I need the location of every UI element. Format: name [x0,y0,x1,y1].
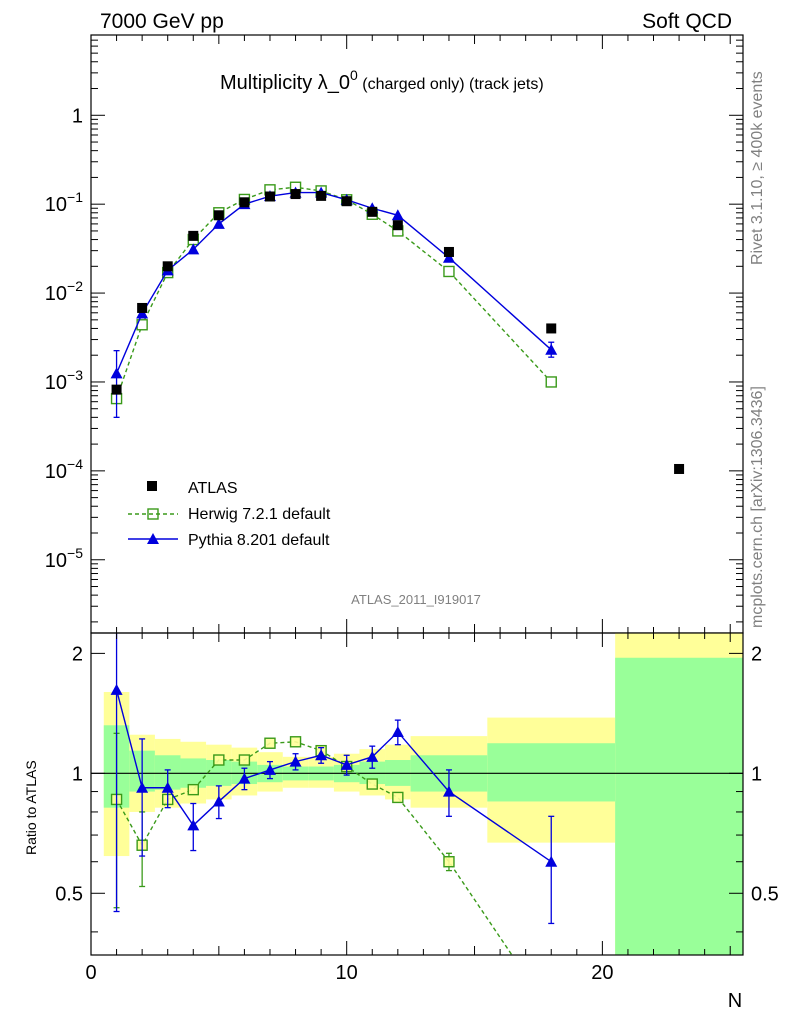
chart-title-sup: 0 [350,67,358,83]
rivet-label: Rivet 3.1.10, ≥ 400k events [749,71,766,265]
atlas-point [290,189,301,200]
pythia-ratio-point [136,781,149,793]
pythia-ratio-point [161,781,174,793]
herwig-ratio-point [264,737,276,749]
x-tick-label: 10 [336,962,358,984]
pythia-point [391,209,404,221]
herwig-ratio-point [443,856,455,868]
pythia-ratio-point [442,785,455,797]
atlas-point [162,261,173,272]
pythia-ratio-point [110,683,123,695]
pythia-ratio-point [391,725,404,737]
atlas-point [264,191,275,202]
atlas-point [137,302,148,313]
ratio-y-label: Ratio to ATLAS [23,760,39,855]
header-right: Soft QCD [642,10,732,33]
herwig-ratio-point [187,783,199,796]
ratio-y-tick-label: 0.5 [55,883,83,905]
header-left: 7000 GeV pp [100,10,224,33]
herwig-line [115,186,552,399]
atlas-point [443,246,454,257]
pythia-ratio-point [263,763,276,775]
ratio-y-tick-label-right: 2 [751,643,762,665]
chart-title-extra: (charged only) (track jets) [358,76,544,93]
herwig-point [545,376,557,388]
pythia-ratio-point [315,749,328,761]
herwig-ratio-point [289,736,302,748]
pythia-ratio-point [289,755,302,767]
main-y-tick-label: 10−3 [45,367,83,394]
pythia-point [442,251,455,263]
atlas-point [546,323,557,334]
ratio-band-inner [487,743,616,802]
pythia-ratio-point [545,855,558,867]
legend-herwig-marker [147,508,159,520]
main-panel-data [110,181,685,474]
legend-atlas-marker [147,481,157,491]
pythia-ratio-point [340,758,353,770]
x-tick-label: 20 [591,962,613,984]
pythia-point [212,217,225,229]
atlas-point [111,384,122,395]
ratio-y-tick-label: 1 [72,763,83,785]
legend: ATLAS Herwig 7.2.1 default Pythia 8.201 … [128,480,331,549]
chart-title-main: Multiplicity λ_0 [220,72,350,94]
atlas-point [188,230,199,241]
main-y-tick-label: 10−1 [45,189,83,216]
herwig-ratio-point [546,1008,556,1018]
legend-herwig-label: Herwig 7.2.1 default [188,506,331,523]
ratio-band-inner [615,657,743,955]
herwig-ratio-point [213,754,225,766]
ratio-y-tick-label-right: 0.5 [751,883,779,905]
herwig-ratio-point [238,754,251,766]
legend-pythia-label: Pythia 8.201 default [188,532,330,549]
pythia-ratio-point [187,819,200,831]
mcplots-label: mcplots.cern.ch [arXiv:1306.3436] [749,386,766,628]
ratio-panel-axes: 0.5 0.51 12 20 10 20 [55,632,779,984]
herwig-ratio-point [366,778,378,790]
herwig-point [443,265,455,278]
analysis-id: ATLAS_2011_I919017 [351,592,481,607]
atlas-point [213,210,224,221]
main-y-tick-label: 10−4 [45,456,83,483]
atlas-point [392,220,403,231]
main-y-tick-label: 10−2 [45,278,83,305]
x-axis-label: N [728,990,742,1012]
ratio-y-tick-label-right: 1 [751,763,762,785]
atlas-point [239,197,250,208]
main-y-tick-label: 10−5 [45,545,83,572]
main-y-tick-label: 1 [72,105,83,127]
atlas-point [367,206,378,217]
atlas-point [316,190,327,201]
pythia-ratio-point [212,795,225,807]
pythia-ratio-point [238,772,251,784]
legend-pythia-marker [147,533,159,544]
atlas-point [341,196,352,207]
ratio-frame [90,632,744,956]
ratio-panel-data [91,633,743,1018]
pythia-line [115,191,552,374]
ratio-y-tick-label: 2 [72,643,83,665]
atlas-point [674,463,685,474]
chart-title: Multiplicity λ_00 (charged only) (track … [220,67,544,94]
pythia-point [545,343,558,355]
herwig-ratio-point [392,791,404,804]
pythia-point [110,367,123,379]
ratio-panel-bands [103,633,743,955]
legend-atlas-label: ATLAS [188,480,238,497]
main-panel-axes: 10−5 10−4 10−3 10−2 10−1 1 [45,34,744,634]
pythia-ratio-point [366,750,379,762]
pythia-point [187,243,200,255]
x-tick-label: 0 [85,962,96,984]
